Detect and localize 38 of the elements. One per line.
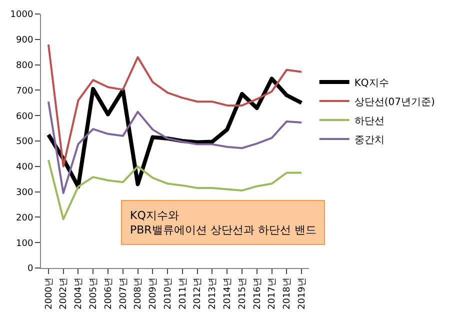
- x-tick-label: 2004년: [74, 278, 84, 310]
- y-tick-label: 300: [16, 188, 34, 198]
- x-tick-label: 2008년: [134, 278, 144, 310]
- legend-label: KQ지수: [354, 78, 389, 89]
- line-series: [47, 100, 303, 194]
- x-tick-label: 2016년: [252, 278, 263, 310]
- y-tick-label: 400: [16, 162, 34, 173]
- y-tick-label: 500: [16, 137, 34, 148]
- legend-label: 하단선: [354, 116, 384, 127]
- x-tick-label: 2012년: [193, 278, 204, 310]
- legend-label: 중간치: [354, 134, 384, 146]
- x-tick-label: 2010년: [163, 278, 174, 310]
- y-tick-label: 200: [16, 213, 34, 224]
- y-tick-label: 100: [16, 238, 34, 249]
- x-tick-label: 2007년: [118, 278, 129, 310]
- y-tick-label: 700: [16, 86, 34, 96]
- x-tick-label: 2011년: [178, 278, 188, 310]
- x-tick-label: 2014년: [223, 278, 234, 310]
- annotation: KQ지수와 PBR밸류에이션 상단선과 하단선 밴드: [130, 209, 316, 236]
- x-tick-label: 2013년: [208, 278, 218, 310]
- line-series: [47, 159, 303, 220]
- x-tick-label: 2019년: [297, 278, 308, 310]
- x-tick-label: 2017년: [268, 278, 278, 310]
- x-tick-label: 2000년: [44, 278, 54, 310]
- line-series: [47, 43, 303, 168]
- y-tick-label: 600: [16, 112, 34, 122]
- y-tick-label: 0: [27, 264, 34, 274]
- x-tick-label: 2015년: [238, 278, 248, 310]
- x-tick-label: 2018년: [282, 278, 293, 310]
- x-tick-label: 2009년: [148, 278, 159, 310]
- legend-label: 상단선(07년기준): [354, 96, 435, 108]
- line-series: [46, 76, 304, 189]
- y-tick-label: 900: [16, 36, 34, 46]
- y-tick-label: 800: [16, 60, 34, 71]
- x-tick-label: 2006년: [104, 278, 114, 310]
- y-tick-label: 1000: [10, 10, 34, 20]
- x-tick-label: 2005년: [89, 278, 100, 310]
- x-tick-label: 2002년: [59, 278, 70, 310]
